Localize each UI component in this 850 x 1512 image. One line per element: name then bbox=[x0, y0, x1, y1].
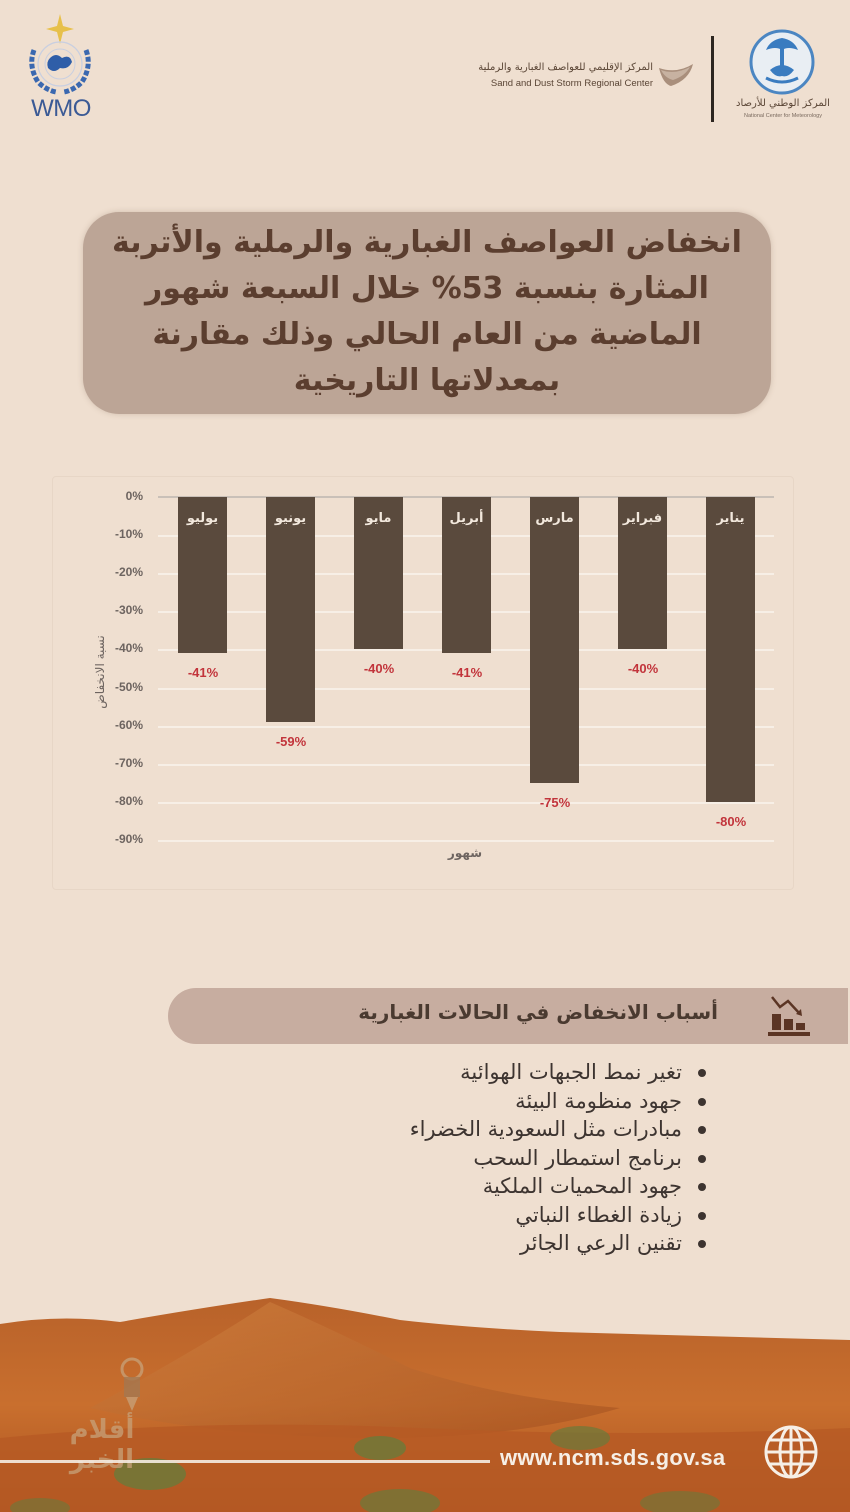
bar-category-label: فبراير bbox=[622, 511, 663, 526]
reasons-header: أسباب الانخفاض في الحالات الغبارية bbox=[168, 988, 848, 1044]
y-axis-title: نسبة الانخفاض bbox=[93, 635, 107, 709]
bullet-icon bbox=[698, 1240, 706, 1248]
bar-april: أبريل bbox=[442, 497, 491, 654]
reason-item: جهود المحميات الملكية bbox=[300, 1172, 710, 1201]
bar-category-label: مايو bbox=[365, 511, 392, 526]
wmo-logo-text: WMO bbox=[31, 95, 91, 122]
bar-march: مارس bbox=[530, 497, 579, 783]
value-label: -41% bbox=[451, 665, 483, 681]
bar-category-label: أبريل bbox=[449, 511, 484, 526]
gridline bbox=[158, 764, 774, 766]
y-tick: 0% bbox=[125, 489, 143, 503]
value-label: -41% bbox=[187, 665, 219, 681]
bullet-icon bbox=[698, 1126, 706, 1134]
value-label: -80% bbox=[715, 813, 747, 829]
gridline bbox=[158, 688, 774, 690]
reason-text: تقنين الرعي الجائر bbox=[520, 1231, 682, 1255]
reason-item: زيادة الغطاء النباتي bbox=[300, 1201, 710, 1230]
bar-june: يونيو bbox=[266, 497, 315, 722]
watermark-logo: أقلام الخبر bbox=[52, 1355, 144, 1495]
bullet-icon bbox=[698, 1154, 706, 1163]
watermark-text: أقلام الخبر bbox=[69, 1415, 135, 1475]
sds-center-logo: المركز الإقليمي للعواصف الغبارية والرملي… bbox=[455, 62, 695, 98]
gridline bbox=[158, 840, 774, 842]
reason-item: جهود منظومة البيئة bbox=[300, 1087, 710, 1116]
reasons-title: أسباب الانخفاض في الحالات الغبارية bbox=[358, 1000, 718, 1024]
value-label: -59% bbox=[275, 733, 307, 749]
wmo-logo bbox=[20, 14, 100, 126]
header-divider bbox=[711, 36, 714, 122]
headline-text: انخفاض العواصف الغبارية والرملية والأترب… bbox=[112, 225, 742, 398]
value-label: -40% bbox=[363, 661, 395, 677]
bar-february: فبراير bbox=[618, 497, 667, 650]
gridline bbox=[158, 726, 774, 728]
gridline bbox=[158, 802, 774, 804]
y-tick: -20% bbox=[114, 565, 143, 579]
reason-text: جهود المحميات الملكية bbox=[482, 1174, 682, 1198]
globe-icon[interactable] bbox=[763, 1424, 819, 1480]
sds-swoosh-icon bbox=[659, 64, 693, 86]
desert-dunes-image bbox=[0, 1288, 850, 1512]
y-tick: -60% bbox=[114, 718, 143, 732]
reason-text: زيادة الغطاء النباتي bbox=[515, 1202, 682, 1227]
ncm-name-en: National Center for Meteorology bbox=[744, 113, 822, 119]
reason-text: تغير نمط الجبهات الهوائية bbox=[460, 1060, 682, 1084]
y-tick: -70% bbox=[114, 756, 143, 770]
headline-box: انخفاض العواصف الغبارية والرملية والأترب… bbox=[83, 212, 771, 414]
bullet-icon bbox=[698, 1097, 706, 1106]
bar-category-label: يونيو bbox=[274, 511, 307, 526]
ncm-name-ar: المركز الوطني للأرصاد bbox=[736, 98, 830, 109]
y-tick: -10% bbox=[114, 527, 143, 541]
y-tick: -40% bbox=[114, 641, 143, 655]
value-label: -75% bbox=[539, 794, 571, 810]
website-link[interactable]: www.ncm.sds.gov.sa bbox=[500, 1445, 726, 1470]
bar-category-label: يوليو bbox=[186, 511, 219, 526]
chart-frame bbox=[52, 476, 794, 890]
pen-bulb-icon bbox=[120, 1357, 144, 1411]
reasons-list: تغير نمط الجبهات الهوائية جهود منظومة ال… bbox=[300, 1058, 710, 1258]
bar-may: مايو bbox=[354, 497, 403, 650]
reason-item: برنامج استمطار السحب bbox=[300, 1144, 710, 1173]
y-tick: -90% bbox=[114, 832, 143, 846]
reason-text: مبادرات مثل السعودية الخضراء bbox=[409, 1117, 682, 1141]
y-tick: -30% bbox=[114, 603, 143, 617]
sds-center-name-en: Sand and Dust Storm Regional Center bbox=[490, 78, 653, 89]
bullet-icon bbox=[698, 1069, 706, 1077]
url-underline bbox=[0, 1460, 490, 1463]
wmo-emblem-icon bbox=[29, 14, 91, 95]
bullet-icon bbox=[698, 1211, 706, 1220]
y-tick: -50% bbox=[114, 680, 143, 694]
reason-text: برنامج استمطار السحب bbox=[473, 1145, 682, 1170]
y-tick: -80% bbox=[114, 794, 143, 808]
reason-item: تغير نمط الجبهات الهوائية bbox=[300, 1058, 710, 1087]
bullet-icon bbox=[698, 1183, 706, 1191]
ncm-emblem-icon bbox=[749, 29, 815, 95]
bar-category-label: يناير bbox=[716, 511, 745, 526]
x-axis-title: شهور bbox=[447, 846, 483, 860]
sds-center-name-ar: المركز الإقليمي للعواصف الغبارية والرملي… bbox=[478, 62, 653, 73]
reason-item: مبادرات مثل السعودية الخضراء bbox=[300, 1115, 710, 1144]
bar-category-label: مارس bbox=[535, 511, 574, 526]
value-label: -40% bbox=[627, 661, 659, 677]
reason-text: جهود منظومة البيئة bbox=[515, 1088, 682, 1113]
bar-july: يوليو bbox=[178, 497, 227, 654]
bar-january: يناير bbox=[706, 497, 755, 802]
chart-decline-icon bbox=[768, 996, 810, 1036]
reason-item: تقنين الرعي الجائر bbox=[300, 1229, 710, 1258]
